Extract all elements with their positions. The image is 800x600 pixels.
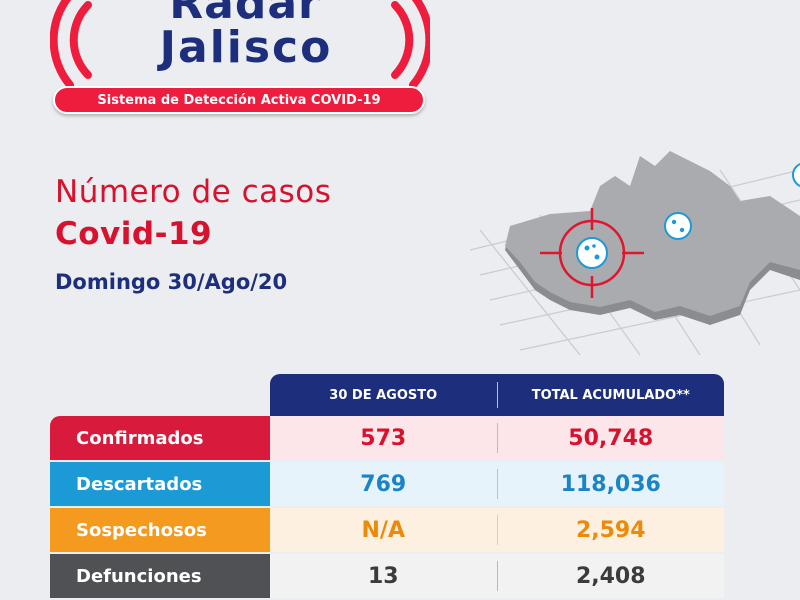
cell-day-value: 573: [360, 425, 407, 451]
logo-tagline: Sistema de Detección Activa COVID-19: [53, 86, 425, 114]
table-row-defunciones: Defunciones 13 2,408: [50, 554, 724, 598]
row-label: Descartados: [50, 462, 270, 506]
cell-day-value: 13: [367, 563, 399, 589]
logo-word-jalisco: Jalisco: [159, 22, 333, 73]
radar-jalisco-logo: Radar Jalisco Sistema de Detección Activ…: [50, 0, 430, 120]
cell-total-value: 2,408: [575, 563, 646, 589]
table-row-sospechosos: Sospechosos N/A 2,594: [50, 508, 724, 552]
cell-day-value: N/A: [361, 517, 405, 543]
cell-divider: [496, 423, 498, 453]
covid-cases-table: 30 DE AGOSTO TOTAL ACUMULADO** Confirmad…: [50, 374, 724, 600]
title-covid: Covid-19: [55, 216, 213, 252]
crosshair-target-icon: [540, 208, 644, 298]
cell-divider: [496, 515, 498, 545]
row-values: 573 50,748: [270, 416, 724, 460]
row-label: Confirmados: [50, 416, 270, 460]
row-label: Defunciones: [50, 554, 270, 598]
row-values: N/A 2,594: [270, 508, 724, 552]
cell-day-value: 769: [360, 471, 407, 497]
table-header: 30 DE AGOSTO TOTAL ACUMULADO**: [270, 374, 724, 416]
virus-icon: [664, 212, 692, 240]
title-number-of-cases: Número de casos: [55, 174, 332, 210]
row-gap: [50, 506, 724, 508]
virus-icon: [792, 163, 800, 187]
logo-word-radar: Radar: [169, 0, 321, 29]
table-row-confirmados: Confirmados 573 50,748: [50, 416, 724, 460]
cell-total-value: 50,748: [568, 425, 654, 451]
table-row-descartados: Descartados 769 118,036: [50, 462, 724, 506]
map-jalisco-icon: [469, 151, 800, 356]
report-date: Domingo 30/Ago/20: [55, 270, 288, 294]
cell-total-value: 2,594: [575, 517, 646, 543]
row-values: 13 2,408: [270, 554, 724, 598]
column-header-day: 30 DE AGOSTO: [329, 387, 438, 403]
column-header-total: TOTAL ACUMULADO**: [531, 387, 690, 403]
cell-total-value: 118,036: [560, 471, 661, 497]
virus-icon: [576, 237, 608, 269]
cell-divider: [496, 469, 498, 499]
row-gap: [50, 552, 724, 554]
row-values: 769 118,036: [270, 462, 724, 506]
cell-divider: [496, 561, 498, 591]
row-label: Sospechosos: [50, 508, 270, 552]
row-gap: [50, 460, 724, 462]
radar-waves-icon: [50, 0, 430, 89]
header-divider: [496, 382, 498, 408]
